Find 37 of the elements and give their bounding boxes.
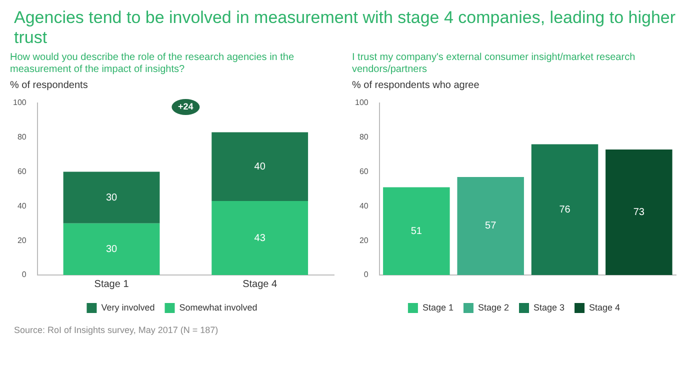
bar	[63, 172, 160, 224]
legend-label: Very involved	[101, 302, 155, 312]
y-tick-label: 40	[17, 201, 27, 210]
y-tick-label: 100	[354, 98, 369, 108]
y-tick-label: 100	[12, 98, 27, 108]
y-axis-title: % of respondents	[10, 80, 89, 91]
y-tick-label: 0	[22, 270, 27, 280]
bar	[212, 201, 308, 275]
data-label: 76	[559, 204, 571, 216]
legend-label: Stage 1	[422, 302, 454, 312]
y-tick-label: 20	[17, 236, 27, 245]
y-tick-label: 80	[17, 132, 27, 142]
y-tick-label: 80	[359, 132, 369, 142]
source-note: Source: RoI of Insights survey, May 2017 (N = 187)	[14, 325, 220, 335]
data-label: 30	[106, 244, 118, 255]
data-label: 57	[485, 220, 497, 232]
annotation: +24	[178, 101, 194, 112]
y-tick-label: 60	[17, 167, 27, 176]
chart-title: Agencies tend to be involved in measurement with stage 4 companies, leading to higher trust	[14, 8, 677, 48]
y-tick-label: 60	[359, 167, 369, 176]
data-label: 51	[410, 226, 422, 237]
data-label: 43	[254, 232, 266, 244]
data-label: 40	[254, 161, 266, 172]
bar	[63, 223, 160, 275]
y-axis-title: % of respondents who agree	[352, 80, 480, 91]
data-label: 73	[633, 206, 645, 218]
y-tick-label: 0	[364, 270, 369, 280]
chart-subtitle: How would you describe the role of the research agencies in the measurement of the impact of insights?	[10, 52, 296, 77]
chart-title: I trust my company's external consumer insight/market research vendors/partners	[352, 52, 636, 77]
legend-label: Somewhat involved	[179, 302, 258, 312]
y-tick-label: 20	[359, 236, 369, 245]
y-tick-label: 40	[359, 201, 369, 210]
data-label: 30	[106, 192, 118, 204]
legend-label: Stage 3	[534, 302, 565, 312]
legend-label: Stage 2	[478, 302, 510, 312]
legend-label: Stage 4	[589, 302, 620, 312]
bar	[212, 132, 308, 202]
